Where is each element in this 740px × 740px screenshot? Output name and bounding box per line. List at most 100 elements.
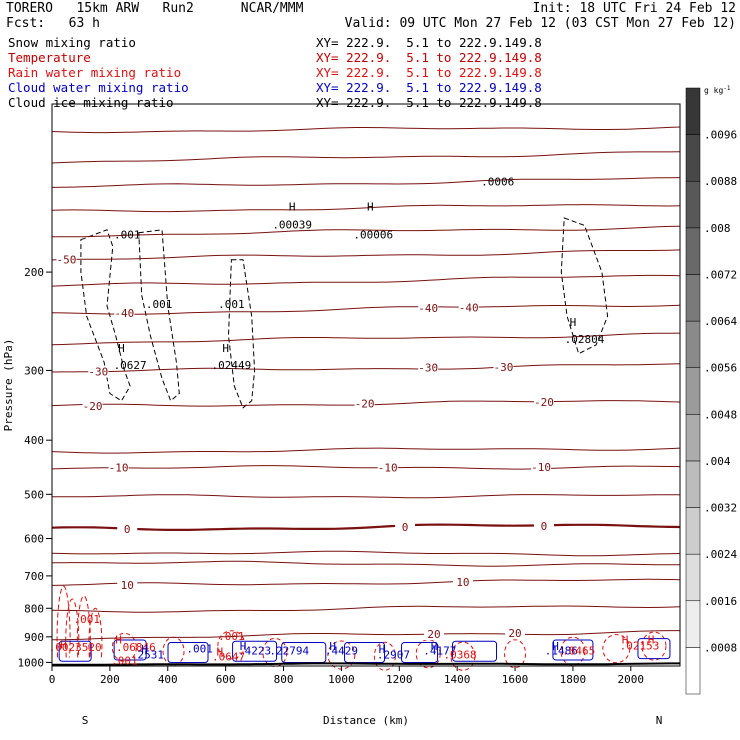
snow-contour [560,217,609,355]
temperature-label-bg [82,400,103,413]
colorbar-swatch [685,414,701,462]
temperature-contour-label: 10 [121,579,134,592]
temperature-label-bg [531,461,552,474]
plot-frame [51,103,681,667]
temperature-contour-line [51,177,681,188]
rain-contour [56,585,71,658]
contour-value-label: .4177 [423,645,456,658]
contour-value-label: .001 [218,298,245,311]
right-endpoint-label: N [656,714,663,727]
contour-value-label: H [240,640,247,653]
snow-contour [138,229,180,402]
colorbar-level-label: .0016 [704,595,737,608]
rain-contour [162,636,185,666]
temperature-contour-label: -20 [83,400,103,413]
terrain-line [51,662,680,666]
field-xy-snow: XY= 222.9. 5.1 to 222.9.149.8 [316,35,542,50]
field-label-cloud-ice: Cloud ice mixing ratio [8,95,174,110]
field-label-cloud-water: Cloud water mixing ratio [8,80,189,95]
y-tick-label: 200 [24,266,44,279]
rain-contour [450,641,476,671]
temperature-label-bg [117,578,138,591]
temperature-contour-line [51,304,681,315]
contour-value-label: H [379,643,386,656]
temperature-contour-label: -30 [494,361,514,374]
field-xy-rain: XY= 222.9. 5.1 to 222.9.149.8 [316,65,542,80]
contour-value-label: .001 [218,630,245,643]
y-tick-label: 400 [24,434,44,447]
colorbar-unit: g kg-1 [704,85,731,95]
colorbar-level-label: .0024 [704,548,737,561]
contour-value-label: H [570,316,577,329]
temperature-contour-label: -40 [459,301,479,314]
y-tick-label: 500 [24,488,44,501]
contour-value-label: .001 [146,298,173,311]
contour-value-label: .8465 [562,645,595,658]
rain-contour [76,595,91,658]
colorbar-level-label: .0096 [704,129,737,142]
contour-value-label: .2907 [377,648,410,661]
contour-value-label: .0647 [212,650,245,663]
temperature-label-bg [533,519,554,532]
x-tick-label: 0 [49,673,56,686]
contour-value-label: H [552,640,559,653]
temperature-label-bg [533,395,554,408]
contour-value-label: H [222,342,229,355]
temperature-contour-label: -40 [418,302,438,315]
contour-value-label: .02449 [212,359,252,372]
colorbar-level-label: .0056 [704,362,737,375]
colorbar-level-label: .0088 [704,175,737,188]
temperature-contour-label: -30 [418,362,438,375]
contour-value-label: H [431,640,438,653]
contour-value-label: .001 [111,654,138,667]
temperature-label-bg [88,365,109,378]
colorbar-level-label: .0008 [704,641,737,654]
x-axis-label: Distance (km) [323,714,409,727]
cloud-water-contour [58,640,92,662]
temperature-contour-label: -10 [109,462,129,475]
contour-value-label: H [60,639,67,652]
contour-value-label: .0023520 [49,641,102,654]
temperature-contour-label: -50 [57,253,77,266]
cloud-water-contour [167,641,209,663]
contour-value-label: .0368 [443,648,476,661]
colorbar-swatch [685,367,701,415]
contour-value-label: .1486 [545,645,578,658]
contour-value-label: H [648,633,655,646]
temperature-contour-label: -20 [534,396,554,409]
cloud-water-contour [452,640,498,662]
contour-value-label: .02153 [620,639,660,652]
contour-value-label: .001 [114,228,141,241]
x-tick-label: 600 [216,673,236,686]
temperature-label-bg [505,627,526,640]
temperature-label-bg [117,522,138,535]
contour-value-label: H [289,200,296,213]
colorbar-level-label: .0048 [704,408,737,421]
temperature-contour-line [51,550,681,557]
temperature-contour-label: -30 [88,365,108,378]
temperature-contour-line [51,249,681,261]
colorbar-unit-exponent: -1 [723,85,731,92]
rain-contour [262,637,288,667]
contour-value-label: H [367,200,374,213]
temperature-contour-label: -10 [531,461,551,474]
temperature-label-bg [418,302,439,315]
colorbar-swatch [685,180,701,229]
x-tick-label: 1800 [560,673,587,686]
colorbar-swatch [685,460,701,508]
temperature-contour-line [51,560,680,567]
x-tick-label: 1000 [328,673,355,686]
temperature-contour-label: -20 [355,398,375,411]
rain-contour [88,607,103,658]
contour-value-label: H [141,643,148,656]
field-xy-temperature: XY= 222.9. 5.1 to 222.9.149.8 [316,50,542,65]
snow-contour [227,259,256,409]
temperature-label-bg [114,307,135,320]
y-tick-label: 700 [24,570,44,583]
temperature-label-bg [424,628,445,641]
rain-contour [217,630,246,660]
field-xy-cloud-ice: XY= 222.9. 5.1 to 222.9.149.8 [316,95,542,110]
temperature-contour-line [51,204,681,213]
contour-value-label: .00006 [353,228,393,241]
temperature-contour-line [51,605,681,613]
